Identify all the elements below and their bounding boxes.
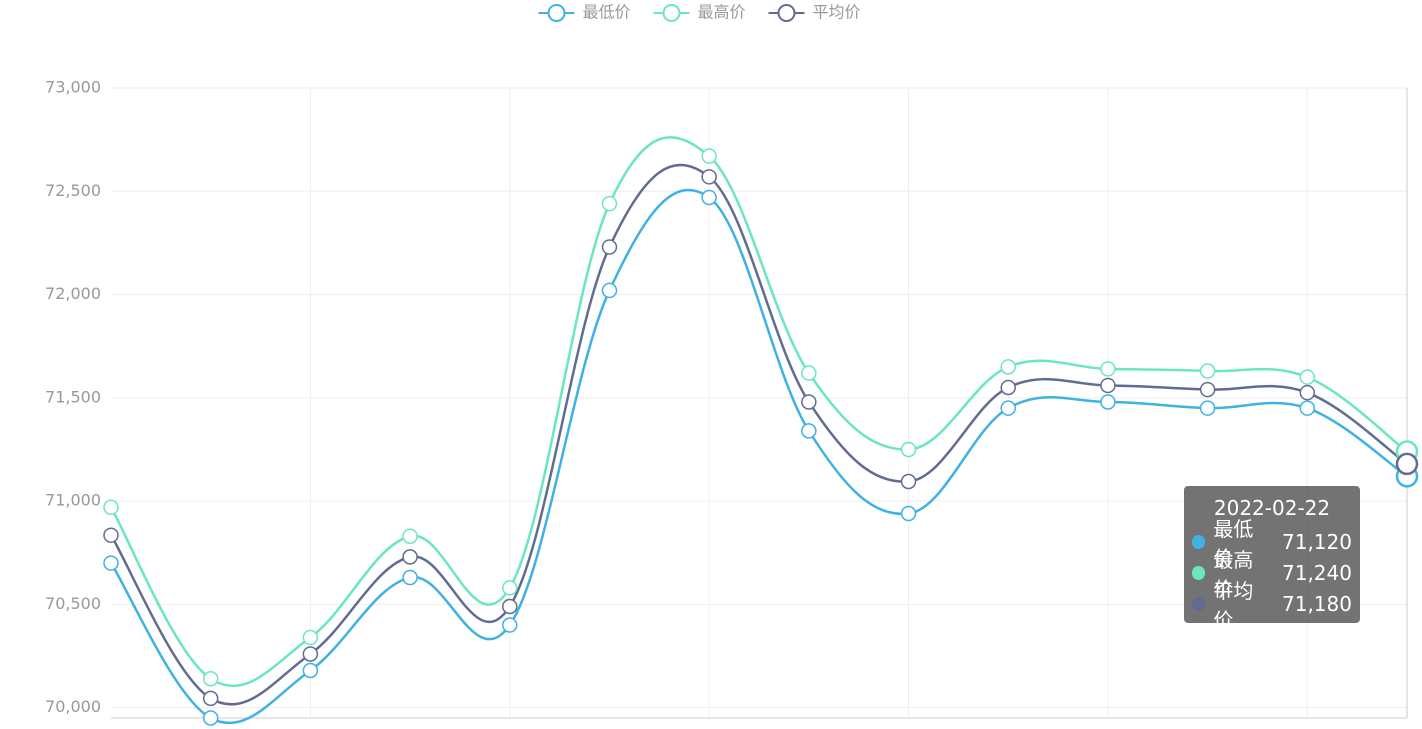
point <box>1000 400 1016 416</box>
legend-marker <box>777 4 796 22</box>
point <box>900 505 917 522</box>
y-tick-label: 70,500 <box>45 594 101 613</box>
point <box>1299 384 1316 401</box>
point <box>1299 369 1316 385</box>
point <box>801 365 817 381</box>
point <box>202 671 219 687</box>
legend-label: 最低价 <box>583 3 631 22</box>
point <box>202 690 219 707</box>
tooltip-row: 最高价 71,240 <box>1192 548 1352 601</box>
point <box>1199 381 1216 398</box>
point <box>900 473 917 490</box>
point <box>1100 377 1116 394</box>
tooltip-value: 71,180 <box>1282 591 1352 616</box>
point <box>1000 359 1016 375</box>
legend-marker <box>662 4 681 22</box>
tooltip-value: 71,120 <box>1282 529 1352 554</box>
tooltip-name: 最低价 <box>1213 516 1254 570</box>
point <box>601 195 618 212</box>
legend-label: 平均价 <box>813 3 861 22</box>
y-tick-label: 72,500 <box>45 181 101 200</box>
point <box>1000 379 1016 396</box>
point <box>1395 452 1419 476</box>
point <box>1299 400 1316 416</box>
tooltip-dot <box>1192 596 1206 611</box>
point <box>502 580 518 596</box>
point <box>202 710 219 726</box>
point <box>1199 400 1216 416</box>
point <box>302 629 319 646</box>
tooltip-title: 2022-02-22 <box>1213 496 1331 520</box>
y-tick-label: 71,000 <box>45 491 101 510</box>
tooltip-name: 最高价 <box>1213 547 1254 601</box>
tooltip-row: 平均价 71,180 <box>1192 579 1352 632</box>
y-tick-label: 70,000 <box>45 697 101 716</box>
point <box>103 499 119 516</box>
point <box>801 423 817 439</box>
point <box>601 282 618 299</box>
point <box>402 528 418 544</box>
point <box>1100 394 1116 410</box>
point <box>402 569 418 586</box>
tooltip-dot <box>1192 565 1206 580</box>
point <box>701 189 717 206</box>
tooltip-name: 平均价 <box>1213 578 1254 632</box>
point <box>302 662 319 679</box>
y-tick-label: 71,500 <box>45 387 101 406</box>
legend-marker <box>547 4 566 22</box>
tooltip-row: 最低价 71,120 <box>1192 517 1352 570</box>
point <box>302 646 319 662</box>
y-tick-label: 73,000 <box>45 78 101 97</box>
point <box>502 598 518 615</box>
point <box>1199 363 1216 379</box>
point <box>601 239 618 255</box>
point <box>402 549 418 565</box>
point <box>801 394 817 410</box>
point <box>502 617 518 633</box>
point <box>701 148 717 164</box>
point <box>1100 361 1116 377</box>
point <box>900 441 917 458</box>
y-tick-label: 72,000 <box>45 284 101 303</box>
point <box>103 527 119 543</box>
legend-label: 最高价 <box>698 3 746 22</box>
point <box>103 555 119 571</box>
tooltip: 2022-02-22 最低价 71,120 最高价 71,240 平均价 71,180 <box>1184 486 1360 632</box>
point <box>701 169 717 185</box>
tooltip-dot <box>1192 534 1206 549</box>
tooltip-value: 71,240 <box>1282 560 1352 585</box>
